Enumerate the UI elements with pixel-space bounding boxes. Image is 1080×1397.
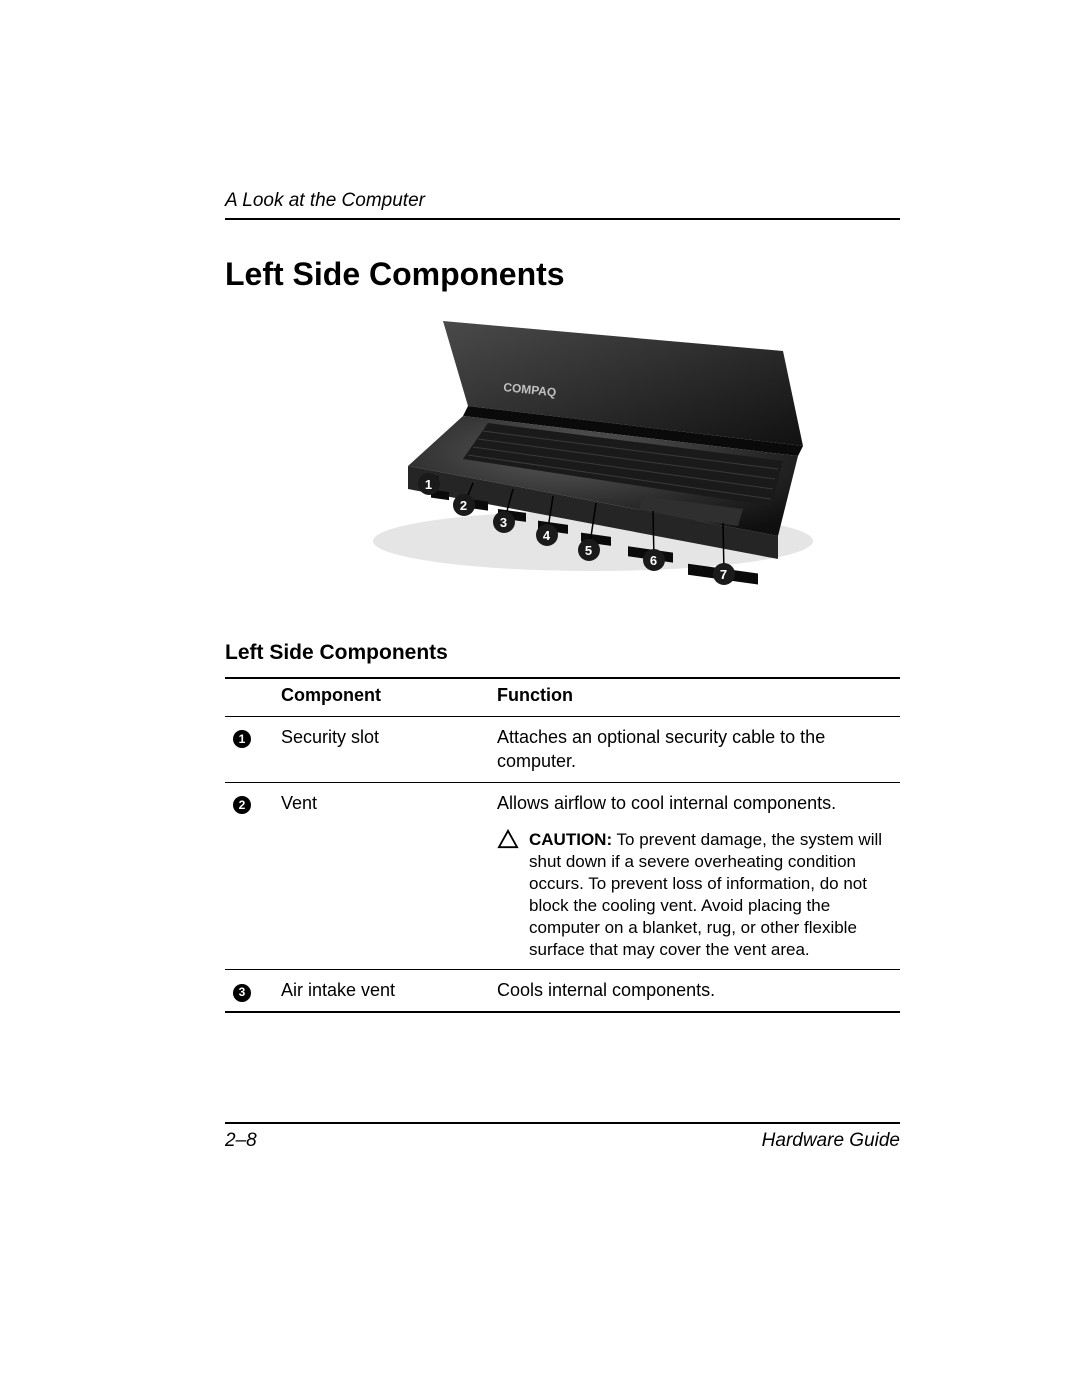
callout-4: 4 [536,524,558,546]
laptop-illustration: COMPAQ [313,311,813,601]
table-row: 1 Security slotAttaches an optional secur… [225,717,900,783]
row-component: Air intake vent [273,970,489,1012]
row-number: 3 [225,970,273,1012]
header-rule [225,218,900,220]
callout-7: 7 [713,563,735,585]
number-badge: 3 [233,984,251,1002]
row-number: 2 [225,782,273,970]
caution-icon [497,829,519,849]
table-row: 3 Air intake ventCools internal component… [225,970,900,1012]
laptop-figure: COMPAQ 12345 6 7 [313,311,813,601]
th-blank [225,678,273,717]
running-header: A Look at the Computer [225,190,900,212]
components-table: Component Function 1 Security slotAttache… [225,677,900,1013]
row-number: 1 [225,717,273,783]
callout-2: 2 [453,494,475,516]
row-function: Attaches an optional security cable to t… [489,717,900,783]
footer-rule [225,1122,900,1124]
row-function: Cools internal components. [489,970,900,1012]
section-title: Left Side Components [225,256,900,293]
caution-block: CAUTION: To prevent damage, the system w… [497,829,892,962]
callout-1: 1 [418,473,440,495]
doc-title: Hardware Guide [762,1130,900,1152]
th-function: Function [489,678,900,717]
callout-5: 5 [578,539,600,561]
th-component: Component [273,678,489,717]
table-row: 2 VentAllows airflow to cool internal com… [225,782,900,970]
callout-3: 3 [493,511,515,533]
caution-text: CAUTION: To prevent damage, the system w… [529,829,892,962]
row-component: Security slot [273,717,489,783]
number-badge: 1 [233,730,251,748]
page-footer: 2–8 Hardware Guide [225,1122,900,1152]
table-title: Left Side Components [225,641,900,665]
callout-6: 6 [643,549,665,571]
row-component: Vent [273,782,489,970]
row-function: Allows airflow to cool internal componen… [489,782,900,970]
number-badge: 2 [233,796,251,814]
page-number: 2–8 [225,1130,257,1152]
